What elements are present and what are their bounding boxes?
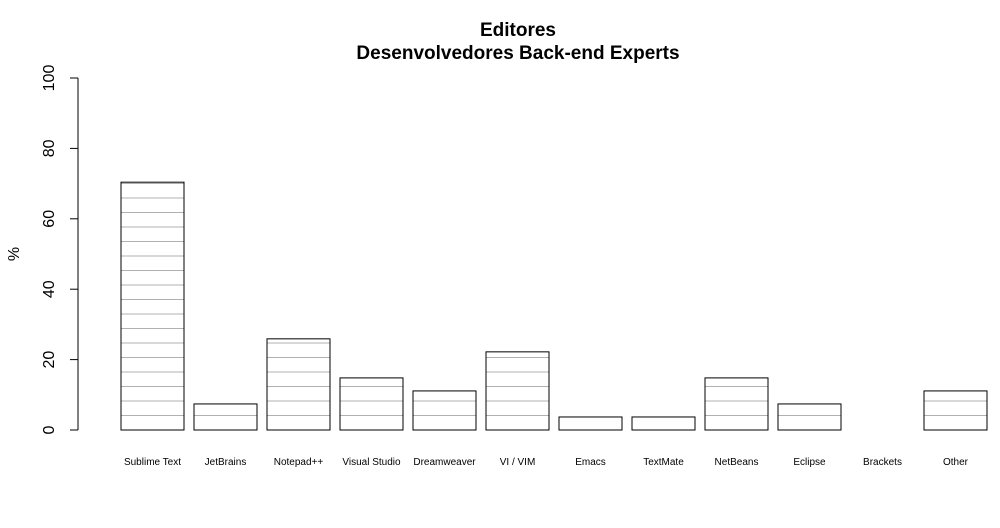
x-tick-label: Visual Studio [342, 457, 401, 468]
bar [412, 390, 477, 431]
x-tick-label: Dreamweaver [413, 457, 476, 468]
bars-group [120, 181, 988, 431]
bar [923, 390, 988, 431]
bar-fill [924, 390, 987, 430]
x-tick-label: Other [943, 457, 969, 468]
bar [193, 403, 258, 431]
y-axis-label: % [6, 247, 23, 261]
bar [120, 181, 185, 431]
bar-fill [559, 416, 622, 430]
x-tick-labels: Sublime Text JetBrains Notepad++ Visual Stu… [124, 457, 969, 468]
x-tick-label: Eclipse [793, 457, 826, 468]
x-tick-label: TextMate [643, 457, 684, 468]
bar-outline [923, 390, 988, 431]
bar-outline [193, 403, 258, 431]
x-tick-label: NetBeans [715, 457, 759, 468]
y-tick-label: 40 [41, 280, 58, 298]
x-tick-label: Brackets [863, 457, 902, 468]
bar [704, 377, 769, 431]
bar [266, 338, 331, 431]
x-tick-label: Sublime Text [124, 457, 181, 468]
chart-subtitle: Desenvolvedores Back-end Experts [356, 43, 679, 64]
x-tick-label: Notepad++ [274, 457, 324, 468]
bar-outline [704, 377, 769, 431]
bar [339, 377, 404, 431]
x-tick-label: JetBrains [205, 457, 247, 468]
bar-fill [486, 351, 549, 430]
bar [777, 403, 842, 431]
bar-fill [267, 338, 330, 430]
y-tick-label: 60 [41, 210, 58, 228]
bar [485, 351, 550, 431]
bar [558, 416, 623, 431]
bar-outline [339, 377, 404, 431]
bar-fill [194, 403, 257, 430]
y-axis: 0 20 40 60 80 100 [41, 65, 79, 434]
bar-fill [413, 390, 476, 430]
y-tick-label: 0 [41, 425, 58, 434]
bar-outline [631, 416, 696, 431]
chart-title: Editores [480, 20, 556, 41]
bar-outline [120, 181, 185, 431]
bar-outline [777, 403, 842, 431]
bar-outline [485, 351, 550, 431]
y-tick-label: 20 [41, 351, 58, 369]
bar-outline [266, 338, 331, 431]
y-tick-label: 100 [41, 65, 58, 92]
bar-fill [340, 377, 403, 430]
x-tick-label: VI / VIM [500, 457, 536, 468]
bar-outline [558, 416, 623, 431]
bar [631, 416, 696, 431]
x-tick-label: Emacs [575, 457, 606, 468]
y-tick-label: 80 [41, 139, 58, 157]
bar-fill [778, 403, 841, 430]
bar-fill [121, 182, 184, 430]
bar-outline [412, 390, 477, 431]
bar-fill [632, 416, 695, 430]
bar-fill [705, 377, 768, 430]
